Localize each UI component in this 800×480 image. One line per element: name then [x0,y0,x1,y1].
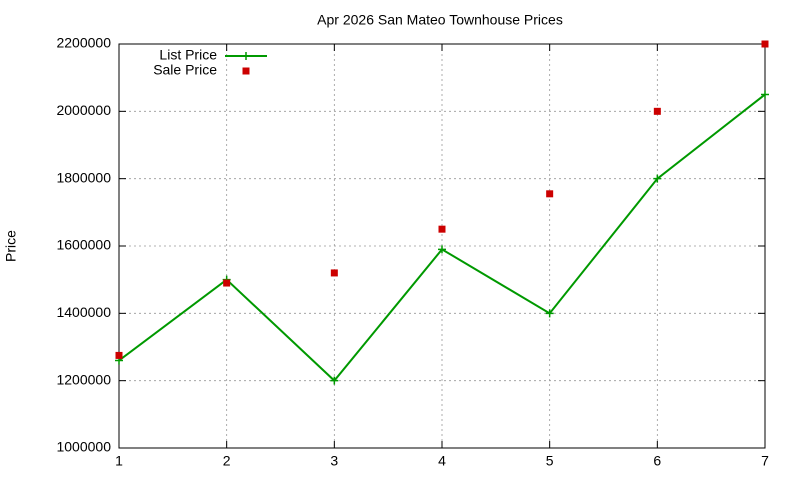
y-tick-label: 1800000 [56,169,111,185]
point [438,225,446,233]
point [330,269,338,277]
legend-swatch [242,52,250,60]
point [653,174,662,183]
legend-label: List Price [159,47,217,63]
x-tick-label: 5 [546,453,554,469]
point [761,40,769,48]
x-tick-label: 2 [223,453,231,469]
y-tick-label: 2000000 [56,102,111,118]
point [330,376,339,385]
x-tick-label: 7 [761,453,769,469]
plot-frame [118,43,766,449]
y-tick-label: 1600000 [56,237,111,253]
point [438,245,446,254]
point [546,190,554,198]
x-tick-label: 6 [653,453,661,469]
y-tick-label: 1000000 [56,439,111,455]
x-tick-label: 1 [115,453,123,469]
point [115,351,123,359]
y-axis-label: Price [3,230,19,262]
point [761,90,769,99]
x-tick-label: 3 [330,453,338,469]
y-tick-label: 1200000 [56,371,111,387]
point [653,107,661,115]
legend-swatch [242,67,250,75]
point [223,279,231,287]
y-tick-label: 1400000 [56,304,111,320]
legend-label: Sale Price [153,62,217,78]
y-tick-label: 2200000 [56,35,111,51]
x-tick-label: 4 [438,453,446,469]
point [545,309,554,318]
chart-title: Apr 2026 San Mateo Townhouse Prices [317,12,563,28]
